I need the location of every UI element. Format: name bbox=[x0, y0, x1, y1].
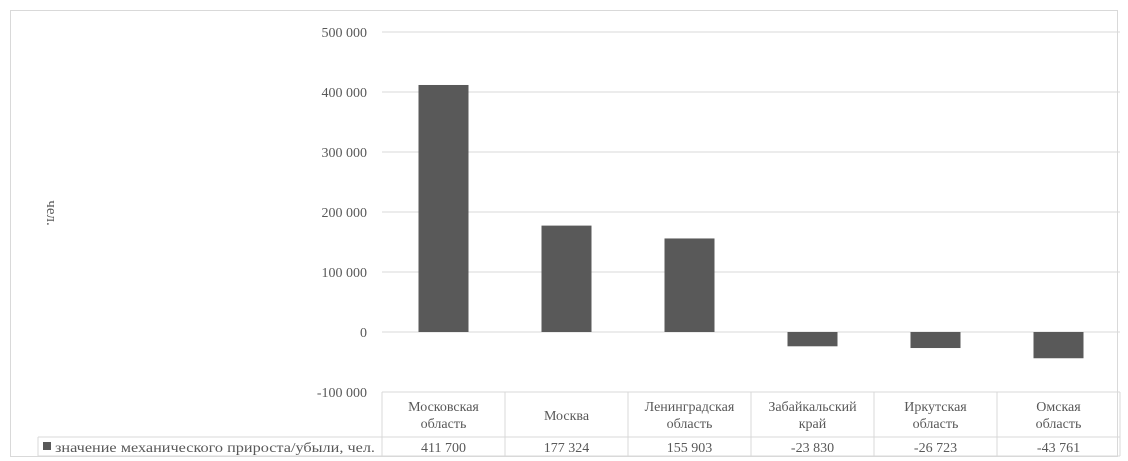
category-label: Забайкальский край bbox=[768, 400, 857, 432]
bar bbox=[665, 238, 715, 332]
value-label: 411 700 bbox=[421, 441, 466, 456]
y-tick-label: 100 000 bbox=[322, 266, 368, 281]
category-label: Ленинградская область bbox=[645, 400, 735, 432]
value-label: -26 723 bbox=[914, 441, 957, 456]
category-label: Московская область bbox=[408, 400, 479, 432]
y-tick-label: 300 000 bbox=[322, 146, 368, 161]
value-label: -23 830 bbox=[791, 441, 834, 456]
value-label: 155 903 bbox=[667, 441, 713, 456]
legend-swatch bbox=[43, 442, 51, 450]
y-tick-label: 500 000 bbox=[322, 26, 368, 41]
y-tick-label: 200 000 bbox=[322, 206, 368, 221]
bar bbox=[542, 226, 592, 332]
value-label: -43 761 bbox=[1037, 441, 1080, 456]
bar bbox=[788, 332, 838, 346]
y-tick-label: 400 000 bbox=[322, 86, 368, 101]
y-tick-label: -100 000 bbox=[317, 386, 367, 401]
bar bbox=[419, 85, 469, 332]
value-label: 177 324 bbox=[544, 441, 590, 456]
y-axis-title: чел. bbox=[43, 200, 59, 225]
y-tick-label: 0 bbox=[360, 326, 367, 341]
category-label: Москва bbox=[544, 409, 590, 424]
category-label: Омская область bbox=[1036, 400, 1082, 432]
bar bbox=[911, 332, 961, 348]
series-name: значение механического прироста/убыли, ч… bbox=[55, 441, 375, 456]
bar bbox=[1034, 332, 1084, 358]
category-label: Иркутская область bbox=[904, 400, 967, 432]
